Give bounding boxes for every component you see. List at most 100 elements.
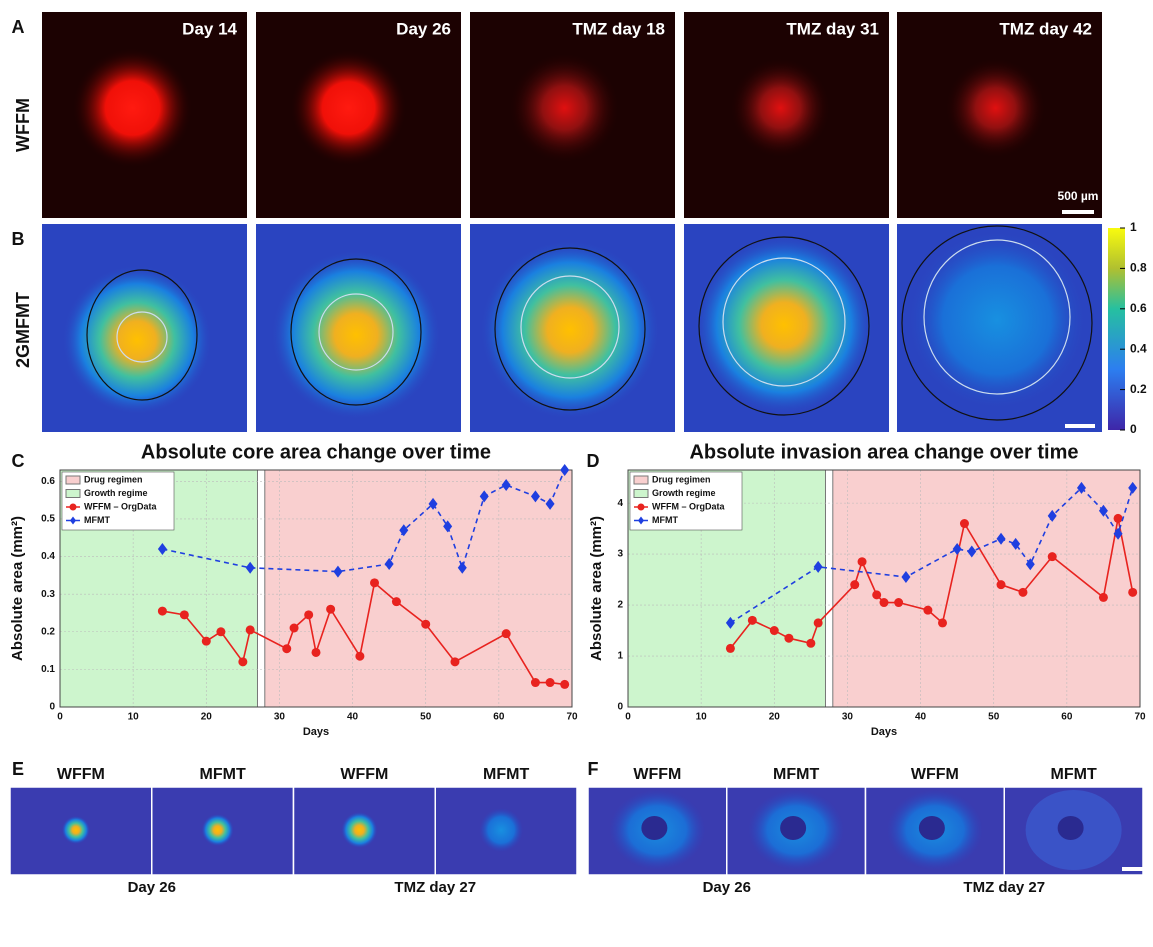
data-point <box>923 605 933 615</box>
data-point <box>879 598 889 608</box>
data-point <box>530 490 540 503</box>
data-point <box>560 464 570 476</box>
panel-letter: B <box>12 229 25 249</box>
legend-swatch <box>633 475 649 485</box>
y-tick-label: 2 <box>617 600 623 611</box>
data-point <box>996 580 1006 590</box>
data-point <box>457 561 467 574</box>
data-point <box>784 633 794 643</box>
y-tick-label: 0 <box>617 702 623 713</box>
data-point <box>996 532 1006 545</box>
contour-inner <box>520 275 620 379</box>
x-axis-label: Days <box>303 726 329 738</box>
region-signal <box>201 814 234 846</box>
colorbar-tick-label: 0 <box>1130 422 1137 436</box>
y-axis-label: Absolute area (mm²) <box>9 516 26 661</box>
regimen-region <box>264 469 573 708</box>
legend-marker <box>637 503 645 511</box>
data-point <box>1047 552 1057 562</box>
region-hole <box>641 816 668 840</box>
contour-inner <box>116 311 168 363</box>
tumor-signal <box>290 50 407 166</box>
y-tick-label: 0 <box>49 702 55 713</box>
contour-outer <box>290 258 422 406</box>
region-hole <box>918 816 945 840</box>
data-point <box>747 615 757 625</box>
contour-inner <box>923 239 1071 395</box>
scale-bar <box>1062 210 1094 214</box>
contour-outer <box>494 247 646 411</box>
scale-label: 500 µm <box>1058 189 1099 203</box>
row-label: 2GMFMT <box>13 292 33 368</box>
x-tick-label: 0 <box>625 712 631 723</box>
data-point <box>901 571 911 584</box>
legend-marker <box>69 503 77 511</box>
data-point <box>1128 587 1138 597</box>
legend-label: MFMT <box>652 515 678 525</box>
data-point <box>289 623 299 633</box>
image-title: WFFM <box>340 766 388 783</box>
image-title: WFFM <box>57 766 105 783</box>
legend <box>629 471 743 531</box>
image-title: MFMT <box>483 766 529 783</box>
x-tick-label: 40 <box>915 712 927 723</box>
legend-label: Drug regimen <box>652 474 711 484</box>
region-signal <box>61 816 90 844</box>
data-point <box>501 479 511 492</box>
y-tick-label: 0.6 <box>41 476 55 487</box>
data-point <box>769 626 779 636</box>
time-label: Day 26 <box>128 879 176 896</box>
data-point <box>355 651 365 661</box>
data-point <box>501 629 511 639</box>
data-point <box>813 618 823 628</box>
data-point <box>179 610 189 620</box>
tumor-signal <box>730 58 831 158</box>
legend-label: Growth regime <box>84 488 148 498</box>
data-point <box>428 497 438 510</box>
data-point <box>201 636 211 646</box>
data-point <box>545 497 555 510</box>
plot-frame <box>59 469 573 708</box>
data-point <box>1128 481 1138 494</box>
data-point <box>216 627 226 637</box>
data-point <box>391 597 401 607</box>
x-tick-label: 30 <box>842 712 854 723</box>
regimen-region <box>832 469 1141 708</box>
data-point <box>725 616 735 629</box>
image-title: WFFM <box>911 766 959 783</box>
panel-letter: E <box>12 759 24 779</box>
tumor-signal <box>694 235 874 415</box>
legend-marker <box>638 516 644 525</box>
legend <box>61 471 175 531</box>
x-tick-label: 60 <box>493 712 505 723</box>
legend-label: WFFM – OrgData <box>84 501 157 511</box>
colorbar-tick-label: 0.4 <box>1130 341 1147 355</box>
contour-inner <box>722 257 846 387</box>
legend-swatch <box>633 489 649 498</box>
y-tick-label: 0.4 <box>41 551 55 562</box>
data-point <box>157 606 167 616</box>
image-title: WFFM <box>633 766 681 783</box>
data-point <box>959 519 969 529</box>
data-point <box>938 618 948 628</box>
time-label: Day 26 <box>703 879 751 896</box>
legend-label: MFMT <box>84 515 110 525</box>
data-point <box>238 657 248 667</box>
data-point <box>370 578 380 588</box>
contour-outer <box>698 236 870 416</box>
time-label: TMZ day 27 <box>963 879 1045 896</box>
data-point <box>1113 513 1123 523</box>
data-point <box>421 619 431 629</box>
data-point <box>311 647 321 657</box>
x-tick-label: 70 <box>1134 712 1146 723</box>
x-tick-label: 70 <box>566 712 578 723</box>
data-point <box>560 679 570 689</box>
data-point <box>245 625 255 635</box>
image-title: Day 14 <box>182 19 237 38</box>
legend-label: Growth regime <box>652 488 716 498</box>
x-axis-label: Days <box>871 726 897 738</box>
contour-inner <box>318 293 394 371</box>
colorbar-tick-label: 0.2 <box>1130 382 1147 396</box>
x-tick-label: 50 <box>988 712 1000 723</box>
data-point <box>1076 481 1086 494</box>
